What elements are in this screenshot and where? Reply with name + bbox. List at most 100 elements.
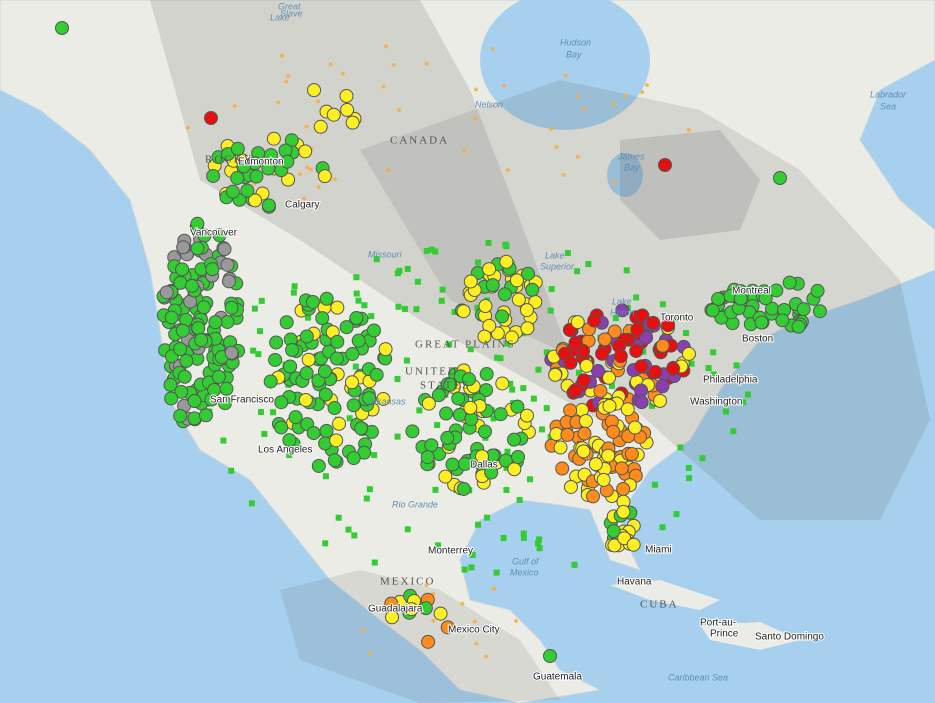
monitor[interactable] xyxy=(346,398,361,413)
monitor-square[interactable] xyxy=(535,366,542,373)
monitor-square[interactable] xyxy=(290,289,297,296)
monitor[interactable] xyxy=(463,400,478,415)
monitor[interactable] xyxy=(159,285,174,300)
monitor[interactable] xyxy=(305,294,320,309)
monitor[interactable] xyxy=(431,618,436,623)
monitor-square[interactable] xyxy=(361,302,368,309)
monitor[interactable] xyxy=(284,79,289,84)
monitor-square[interactable] xyxy=(507,380,514,387)
monitor[interactable] xyxy=(578,413,593,428)
monitor[interactable] xyxy=(173,408,188,423)
monitor[interactable] xyxy=(345,115,360,130)
monitor[interactable] xyxy=(626,537,641,552)
monitor[interactable] xyxy=(595,346,610,361)
monitor[interactable] xyxy=(440,620,455,635)
monitor[interactable] xyxy=(420,450,435,465)
monitor[interactable] xyxy=(190,241,205,256)
monitor[interactable] xyxy=(577,426,592,441)
monitor[interactable] xyxy=(198,408,213,423)
monitor[interactable] xyxy=(376,391,391,406)
monitor[interactable] xyxy=(217,396,232,411)
monitor[interactable] xyxy=(560,427,575,442)
monitor[interactable] xyxy=(326,107,341,122)
monitor[interactable] xyxy=(563,479,578,494)
monitor[interactable] xyxy=(194,332,209,347)
monitor[interactable] xyxy=(457,456,472,471)
monitor[interactable] xyxy=(230,171,245,186)
monitor-square[interactable] xyxy=(500,534,507,541)
monitor-square[interactable] xyxy=(574,268,581,275)
monitor-square[interactable] xyxy=(699,455,706,462)
monitor[interactable] xyxy=(381,84,386,89)
monitor[interactable] xyxy=(474,87,479,92)
monitor-square[interactable] xyxy=(651,481,658,488)
monitor-square[interactable] xyxy=(220,437,227,444)
monitor[interactable] xyxy=(543,649,557,663)
monitor[interactable] xyxy=(177,369,192,384)
monitor[interactable] xyxy=(211,369,226,384)
monitor[interactable] xyxy=(773,171,787,185)
monitor[interactable] xyxy=(385,610,400,625)
monitor[interactable] xyxy=(346,451,361,466)
monitor[interactable] xyxy=(173,342,188,357)
monitor[interactable] xyxy=(733,291,748,306)
monitor-square[interactable] xyxy=(351,532,358,539)
monitor-square[interactable] xyxy=(659,524,666,531)
monitor[interactable] xyxy=(484,654,489,659)
monitor-square[interactable] xyxy=(575,369,582,376)
monitor-square[interactable] xyxy=(368,313,375,320)
monitor[interactable] xyxy=(587,313,602,328)
monitor-square[interactable] xyxy=(688,360,695,367)
monitor[interactable] xyxy=(615,303,630,318)
monitor-square[interactable] xyxy=(228,467,235,474)
monitor[interactable] xyxy=(490,46,495,51)
monitor[interactable] xyxy=(563,73,568,78)
monitor[interactable] xyxy=(613,349,628,364)
monitor[interactable] xyxy=(504,330,519,345)
monitor[interactable] xyxy=(306,426,321,441)
monitor[interactable] xyxy=(484,465,499,480)
monitor[interactable] xyxy=(240,183,255,198)
monitor[interactable] xyxy=(344,375,359,390)
monitor-square[interactable] xyxy=(536,536,543,543)
monitor[interactable] xyxy=(283,359,298,374)
monitor[interactable] xyxy=(482,262,497,277)
monitor[interactable] xyxy=(319,423,334,438)
monitor[interactable] xyxy=(661,318,676,333)
monitor[interactable] xyxy=(686,128,691,133)
monitor-square[interactable] xyxy=(509,386,516,393)
monitor[interactable] xyxy=(511,449,526,464)
monitor-square[interactable] xyxy=(355,297,362,304)
monitor[interactable] xyxy=(249,169,264,184)
monitor-square[interactable] xyxy=(396,267,403,274)
monitor[interactable] xyxy=(563,355,578,370)
monitor-square[interactable] xyxy=(722,408,729,415)
monitor[interactable] xyxy=(711,292,726,307)
monitor[interactable] xyxy=(301,196,306,201)
monitor-square[interactable] xyxy=(467,346,474,353)
monitor[interactable] xyxy=(502,83,507,88)
monitor[interactable] xyxy=(499,254,514,269)
monitor[interactable] xyxy=(666,361,681,376)
monitor-square[interactable] xyxy=(497,355,504,362)
monitor[interactable] xyxy=(261,161,276,176)
monitor[interactable] xyxy=(184,278,199,293)
monitor[interactable] xyxy=(463,274,478,289)
monitor-square[interactable] xyxy=(322,473,329,480)
monitor[interactable] xyxy=(217,242,232,257)
monitor[interactable] xyxy=(623,93,628,98)
monitor-square[interactable] xyxy=(468,564,475,571)
monitor[interactable] xyxy=(299,329,314,344)
monitor[interactable] xyxy=(629,343,644,358)
monitor-square[interactable] xyxy=(640,348,647,355)
monitor[interactable] xyxy=(579,358,594,373)
monitor-square[interactable] xyxy=(286,452,293,459)
monitor[interactable] xyxy=(597,332,612,347)
monitor-square[interactable] xyxy=(469,552,476,559)
monitor[interactable] xyxy=(386,168,391,173)
monitor[interactable] xyxy=(575,154,580,159)
monitor[interactable] xyxy=(451,391,466,406)
monitor[interactable] xyxy=(606,424,621,439)
monitor-square[interactable] xyxy=(345,526,352,533)
monitor-square[interactable] xyxy=(685,464,692,471)
